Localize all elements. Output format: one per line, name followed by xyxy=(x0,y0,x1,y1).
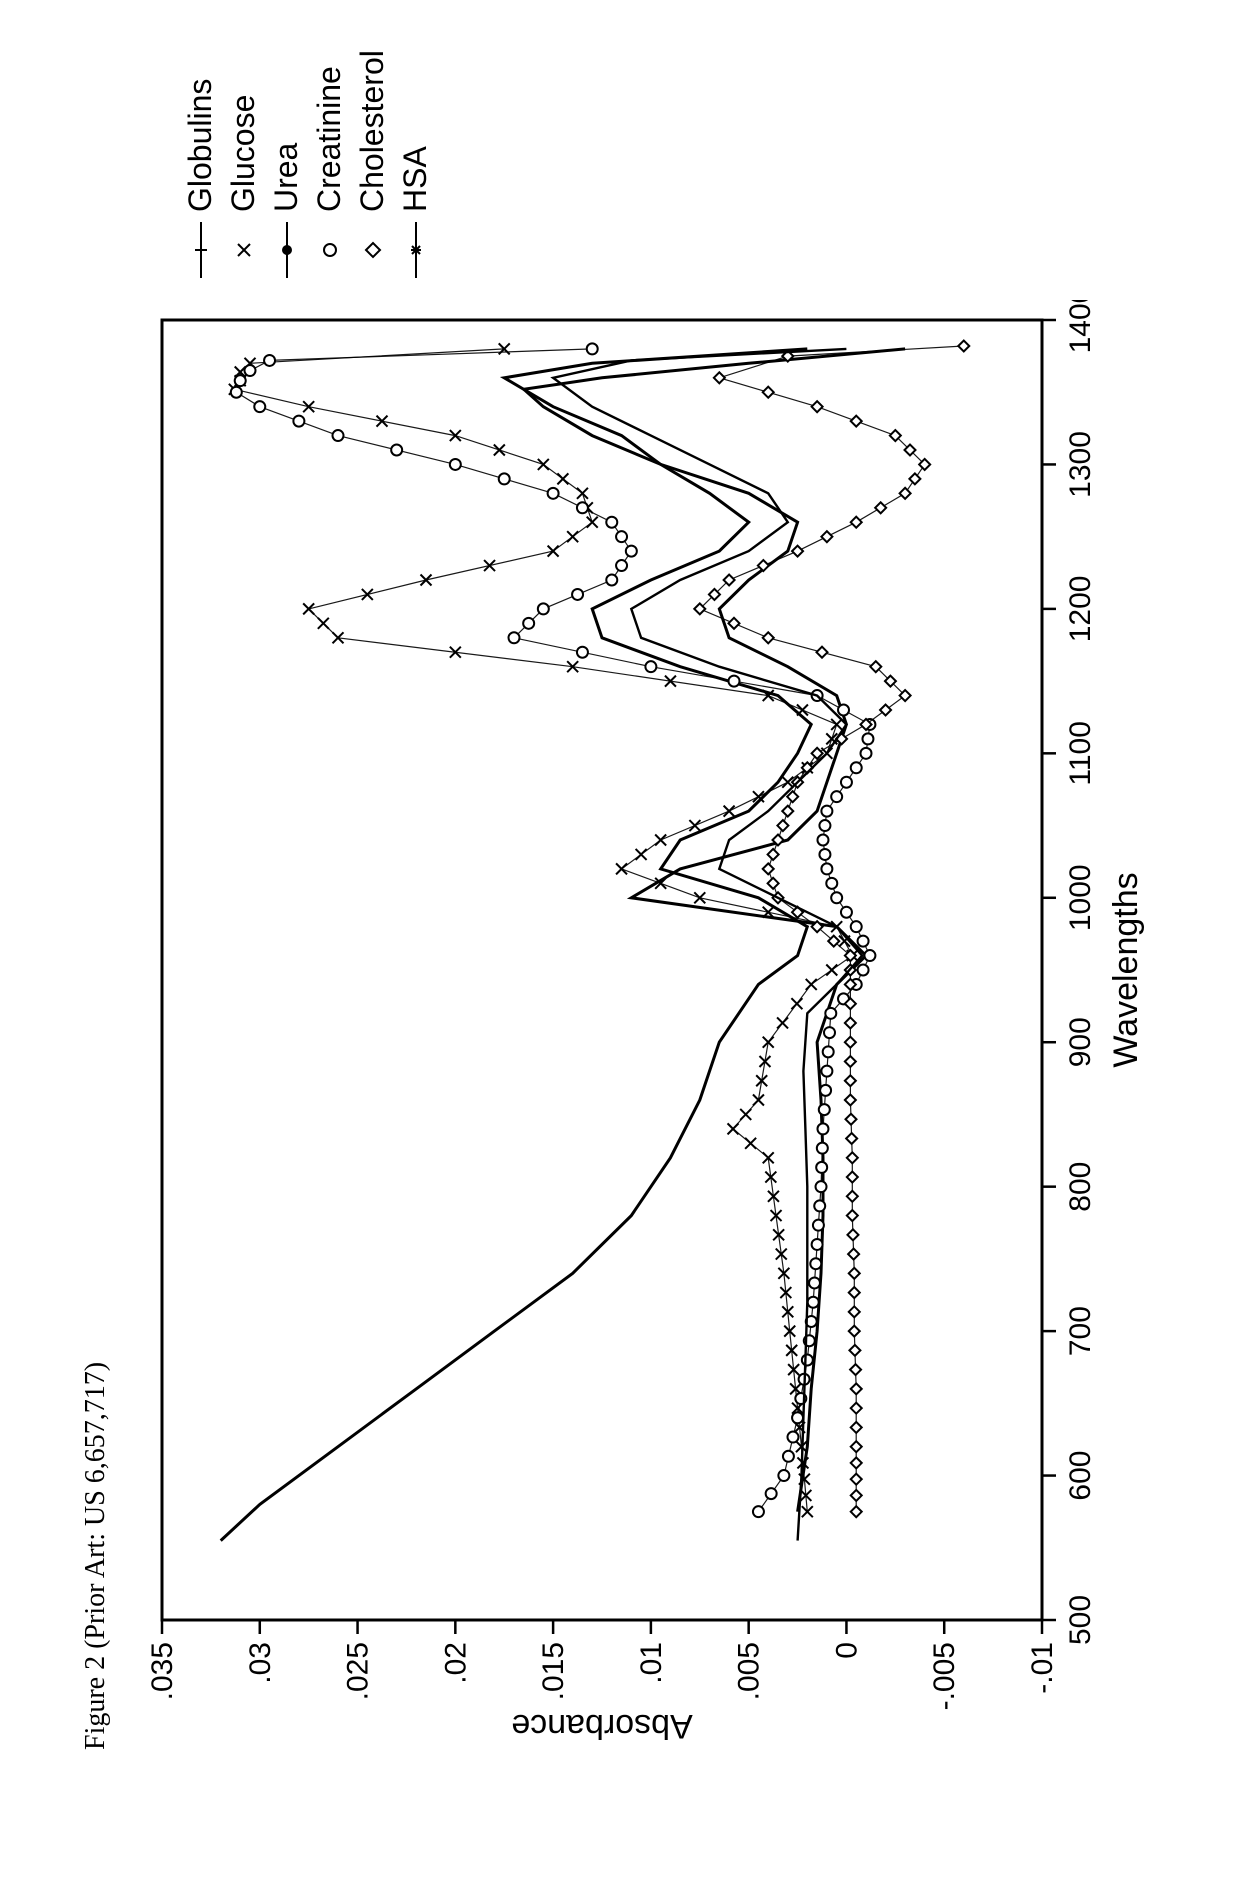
figure-caption: Figure 2 (Prior Art: US 6,657,717) xyxy=(80,50,112,1750)
legend-marker-icon xyxy=(275,220,299,280)
spectra-chart: 500 600 700 800 900 1000 1100 1200 1300 1400 -.01 -… xyxy=(142,300,1152,1750)
legend-item-cholesterol: Cholesterol xyxy=(354,50,391,280)
x-tick-label: 500 xyxy=(1064,1595,1097,1645)
legend-label: HSA xyxy=(397,146,434,212)
y-tick-label: -.005 xyxy=(928,1642,961,1710)
y-tick-label: .025 xyxy=(342,1642,375,1700)
legend: GlobulinsGlucoseUreaCreatinineCholestero… xyxy=(182,50,440,280)
figure: Figure 2 (Prior Art: US 6,657,717) 500 60… xyxy=(80,50,1180,1750)
chart-box: 500 600 700 800 900 1000 1100 1200 1300 1400 -.01 -… xyxy=(142,300,1152,1750)
chart-row: 500 600 700 800 900 1000 1100 1200 1300 1400 -.01 -… xyxy=(142,50,1152,1750)
x-tick-label: 1200 xyxy=(1064,576,1097,643)
x-tick-label: 700 xyxy=(1064,1306,1097,1356)
legend-marker-icon xyxy=(232,220,256,280)
x-axis-label: Wavelengths xyxy=(1107,872,1145,1067)
legend-item-globulins: Globulins xyxy=(182,50,219,280)
y-tick-label: .02 xyxy=(439,1642,472,1684)
x-tick-label: 1100 xyxy=(1064,721,1097,786)
legend-item-hsa: HSA xyxy=(397,50,434,280)
y-tick-label: .03 xyxy=(244,1642,277,1684)
x-tick-label: 900 xyxy=(1064,1017,1097,1067)
legend-item-creatinine: Creatinine xyxy=(311,50,348,280)
legend-label: Creatinine xyxy=(311,66,348,212)
legend-label: Globulins xyxy=(182,79,219,212)
x-tick-label: 1400 xyxy=(1064,300,1097,353)
y-tick-label: -.01 xyxy=(1026,1642,1059,1694)
x-tick-label: 800 xyxy=(1064,1162,1097,1212)
y-tick-label: .015 xyxy=(537,1642,570,1700)
y-tick-label: 0 xyxy=(830,1642,863,1659)
legend-marker-icon xyxy=(361,220,385,280)
y-axis-label: Absorbance xyxy=(511,1707,692,1745)
legend-marker-icon xyxy=(318,220,342,280)
legend-item-glucose: Glucose xyxy=(225,50,262,280)
legend-marker-icon xyxy=(189,220,213,280)
y-tick-label: .005 xyxy=(733,1642,766,1700)
page: Figure 2 (Prior Art: US 6,657,717) 500 60… xyxy=(0,0,1240,1904)
y-tick-label: .035 xyxy=(146,1642,179,1700)
legend-label: Urea xyxy=(268,143,305,212)
legend-label: Glucose xyxy=(225,95,262,212)
legend-item-urea: Urea xyxy=(268,50,305,280)
legend-label: Cholesterol xyxy=(354,50,391,212)
x-tick-label: 1000 xyxy=(1064,864,1097,931)
x-tick-label: 1300 xyxy=(1064,431,1097,498)
x-tick-label: 600 xyxy=(1064,1451,1097,1501)
legend-marker-icon xyxy=(404,220,428,280)
y-tick-label: .01 xyxy=(635,1642,668,1684)
